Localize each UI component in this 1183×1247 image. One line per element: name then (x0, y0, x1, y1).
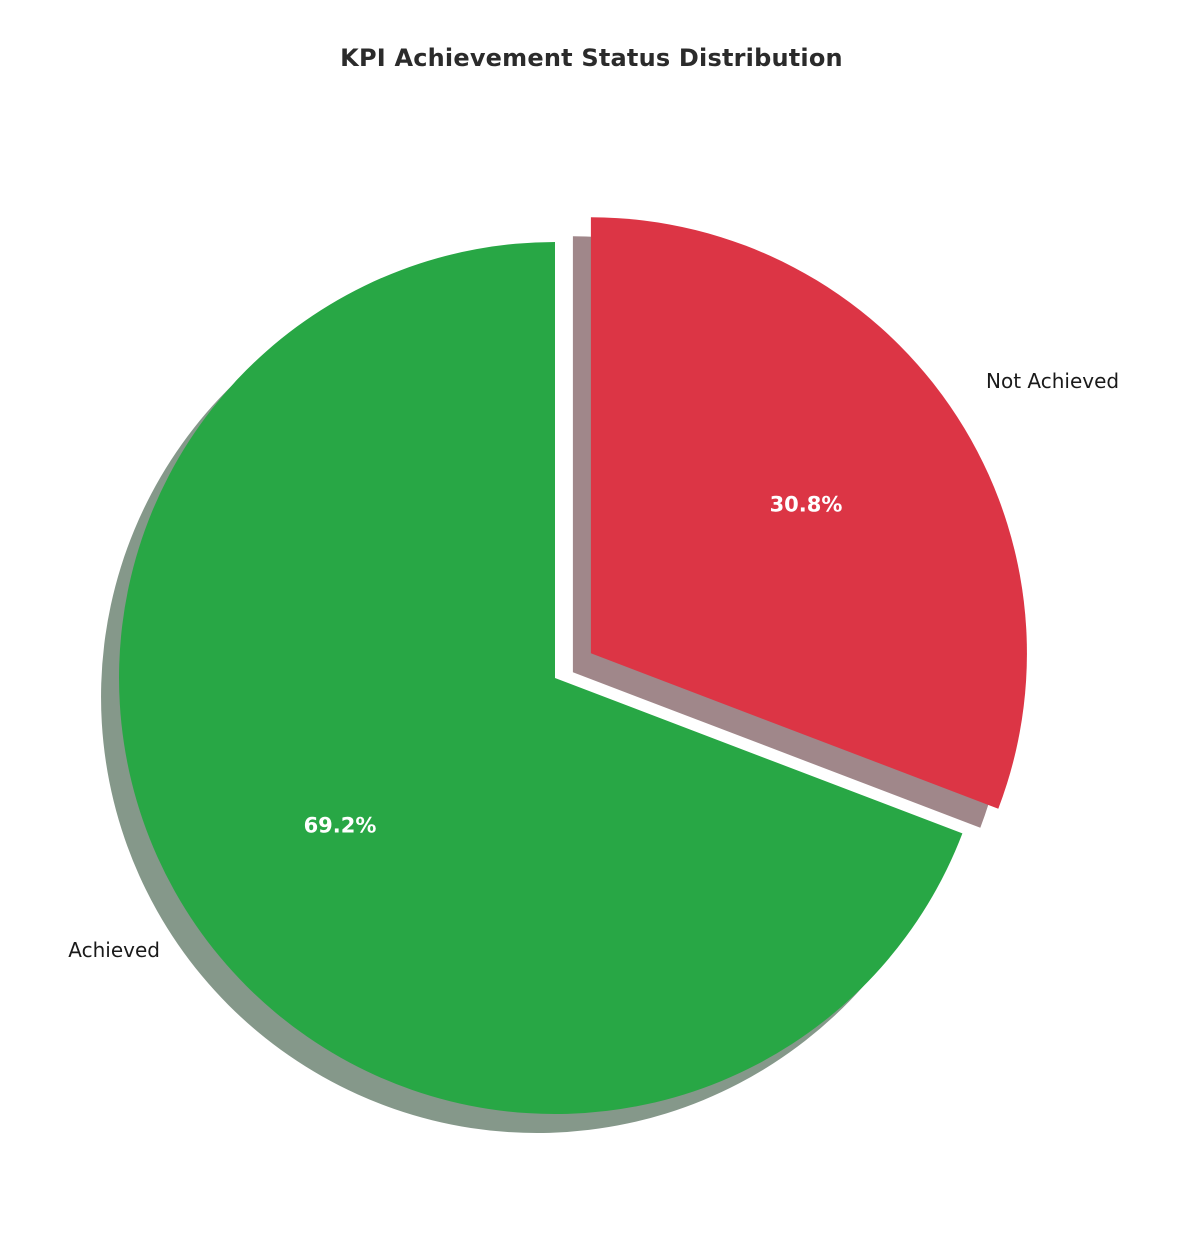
slice-label-not-achieved: Not Achieved (986, 369, 1120, 393)
pie-slice-not-achieved (590, 217, 1027, 809)
chart-title: KPI Achievement Status Distribution (340, 44, 843, 72)
pie-slice-achieved (119, 242, 963, 1114)
pct-label-achieved: 69.2% (303, 813, 377, 838)
slice-label-achieved: Achieved (68, 938, 160, 962)
pct-label-not-achieved: 30.8% (769, 492, 843, 517)
